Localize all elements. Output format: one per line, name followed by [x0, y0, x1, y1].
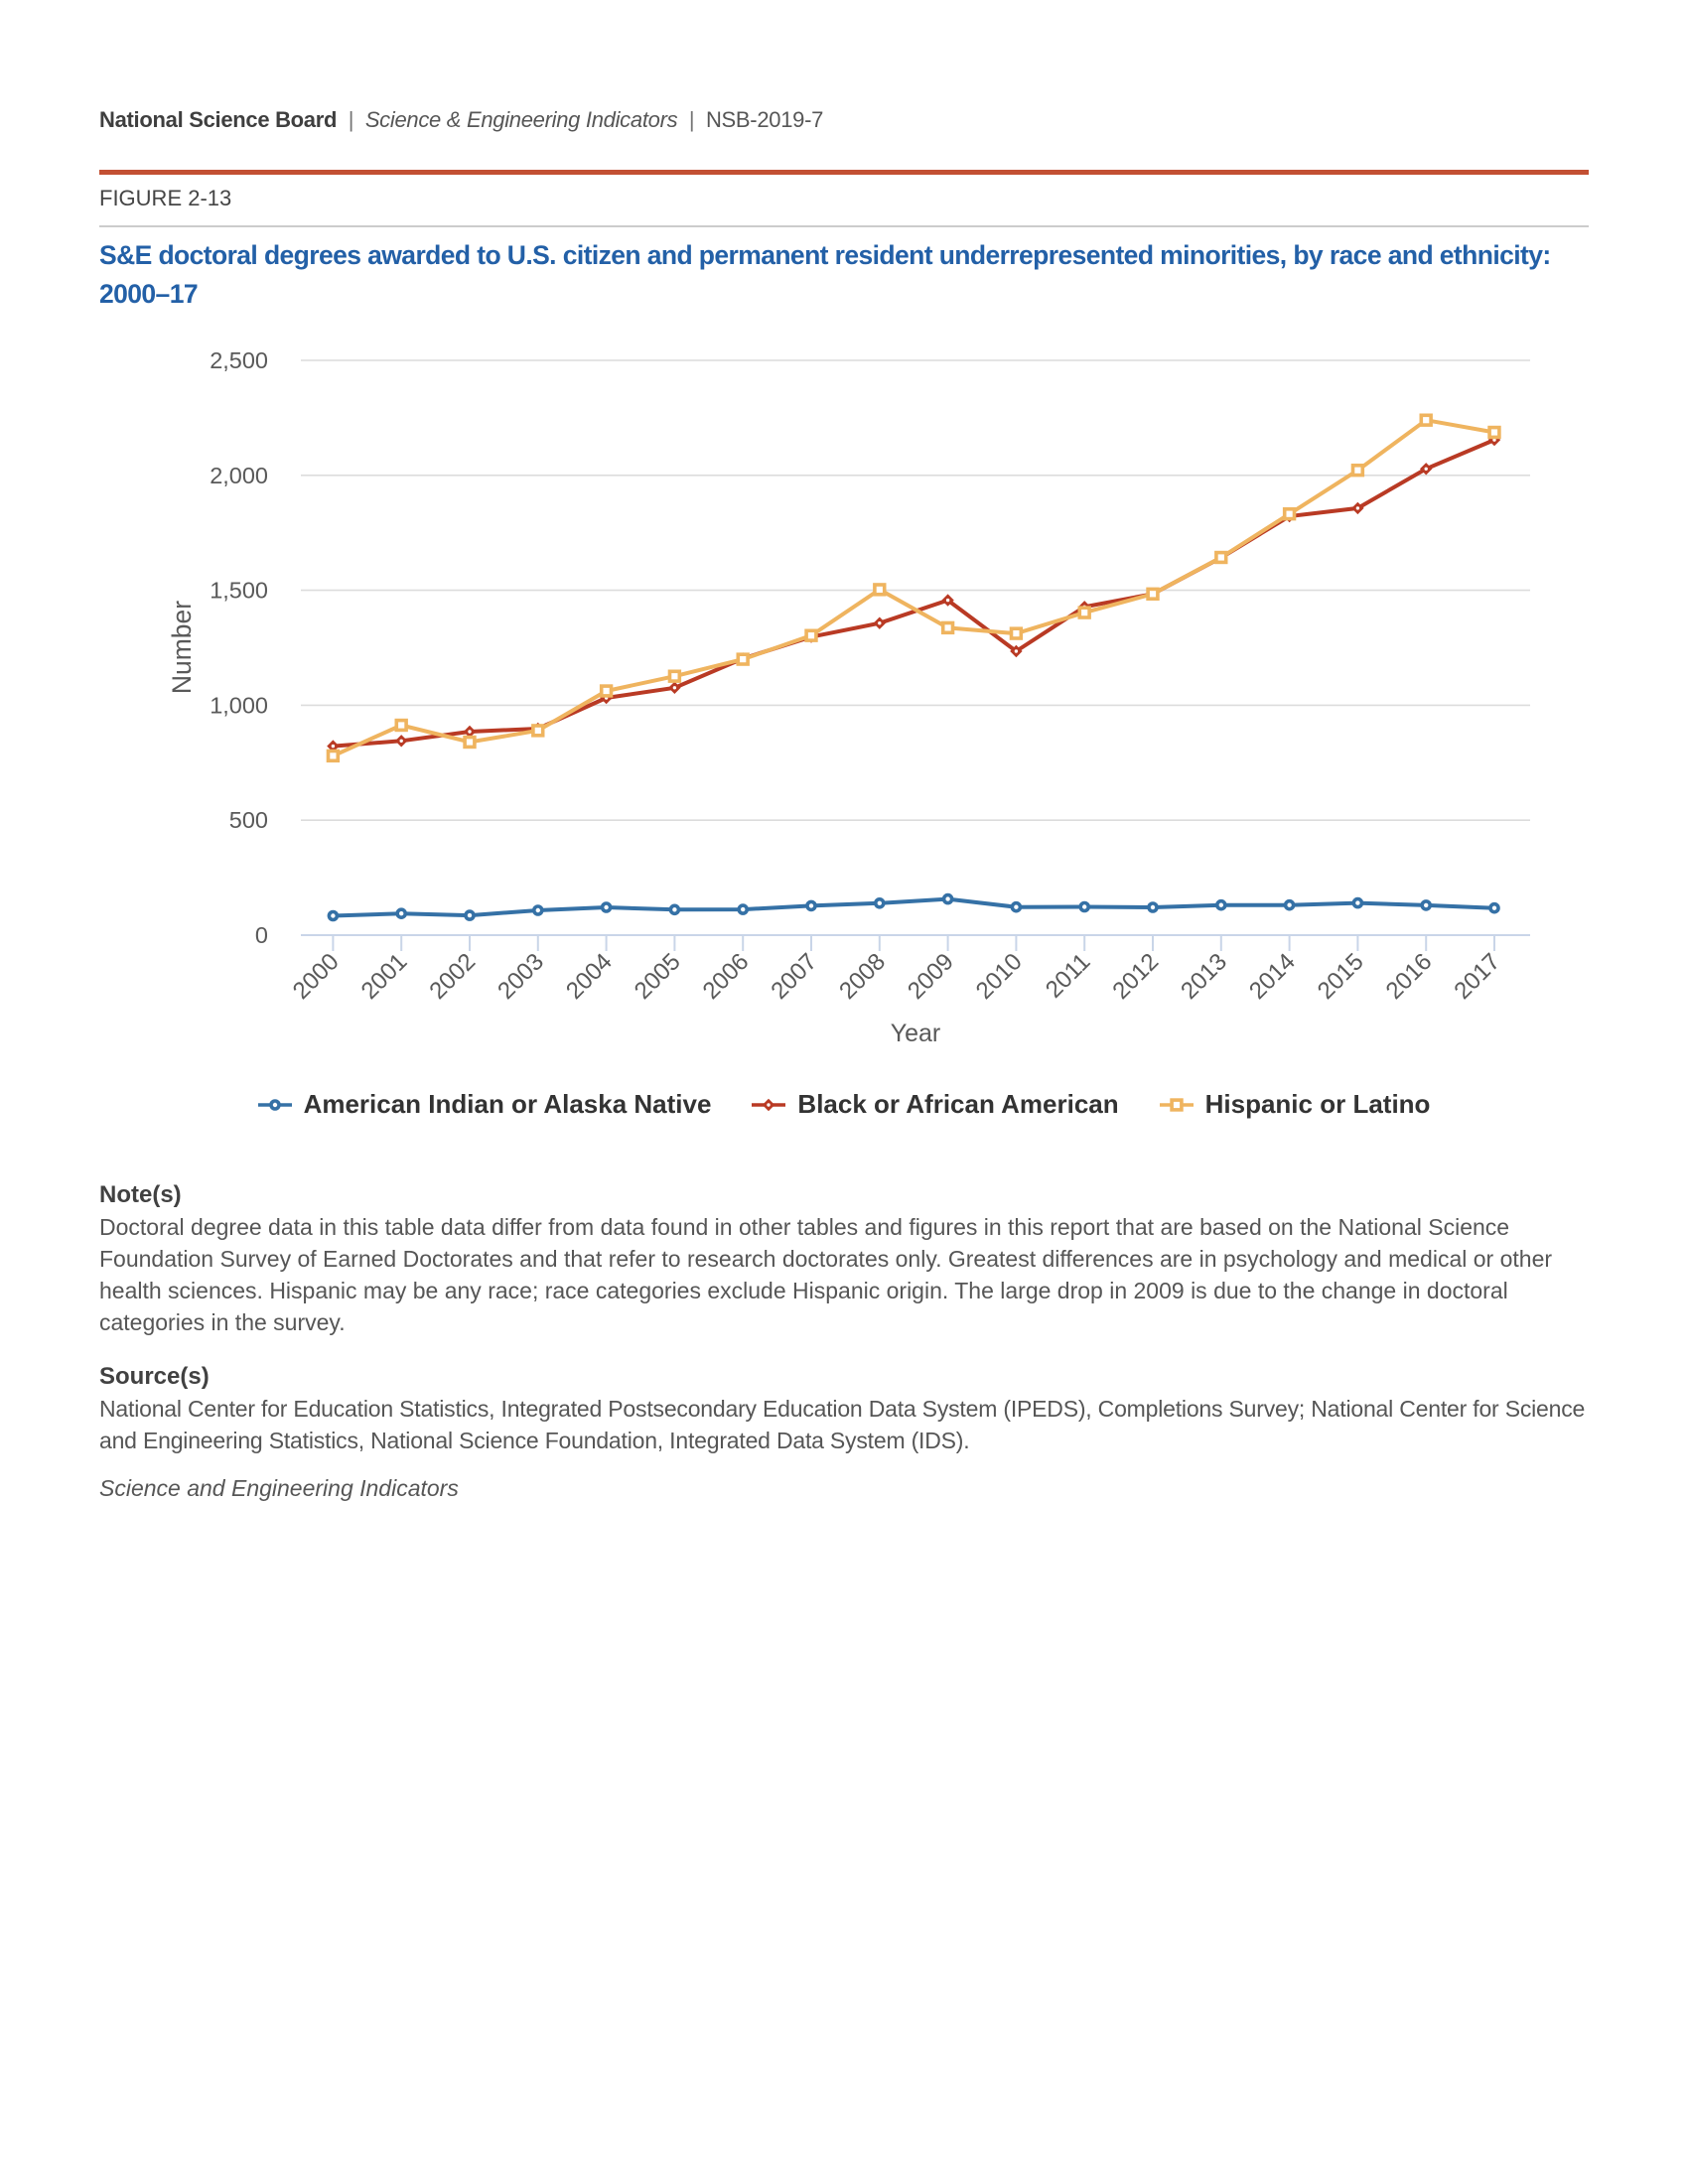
- svg-text:Year: Year: [891, 1020, 941, 1047]
- svg-text:1,500: 1,500: [210, 578, 268, 604]
- svg-text:1,000: 1,000: [210, 692, 268, 718]
- svg-text:2002: 2002: [424, 948, 481, 1005]
- svg-text:2012: 2012: [1107, 948, 1164, 1005]
- svg-text:2013: 2013: [1176, 948, 1232, 1005]
- svg-text:2006: 2006: [698, 948, 755, 1005]
- svg-text:2000: 2000: [288, 948, 345, 1005]
- svg-text:2003: 2003: [492, 948, 549, 1005]
- svg-text:2015: 2015: [1313, 948, 1369, 1005]
- svg-text:2016: 2016: [1381, 948, 1438, 1005]
- svg-text:2004: 2004: [561, 948, 618, 1005]
- svg-text:2009: 2009: [903, 948, 959, 1005]
- svg-text:2,000: 2,000: [210, 463, 268, 488]
- svg-text:0: 0: [255, 922, 268, 948]
- svg-text:2001: 2001: [356, 948, 413, 1005]
- svg-text:2005: 2005: [630, 948, 686, 1005]
- svg-text:2011: 2011: [1041, 948, 1096, 1004]
- svg-text:2008: 2008: [834, 948, 891, 1005]
- svg-text:2,500: 2,500: [210, 347, 268, 373]
- svg-text:2017: 2017: [1449, 948, 1505, 1005]
- svg-text:Number: Number: [167, 601, 197, 694]
- svg-text:2007: 2007: [766, 948, 822, 1005]
- svg-text:500: 500: [229, 807, 268, 833]
- svg-text:2010: 2010: [971, 948, 1028, 1005]
- svg-text:2014: 2014: [1244, 948, 1301, 1005]
